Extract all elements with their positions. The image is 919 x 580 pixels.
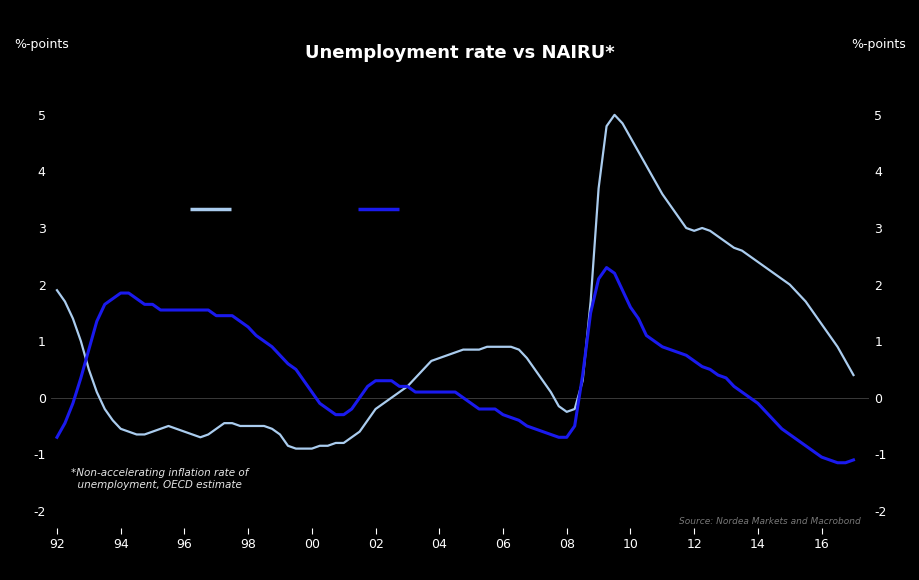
Title: Unemployment rate vs NAIRU*: Unemployment rate vs NAIRU* <box>305 45 614 63</box>
Text: Source: Nordea Markets and Macrobond: Source: Nordea Markets and Macrobond <box>679 517 860 525</box>
Text: *Non-accelerating inflation rate of
  unemployment, OECD estimate: *Non-accelerating inflation rate of unem… <box>71 468 248 490</box>
Text: %-points: %-points <box>14 38 68 51</box>
Text: %-points: %-points <box>851 38 905 51</box>
